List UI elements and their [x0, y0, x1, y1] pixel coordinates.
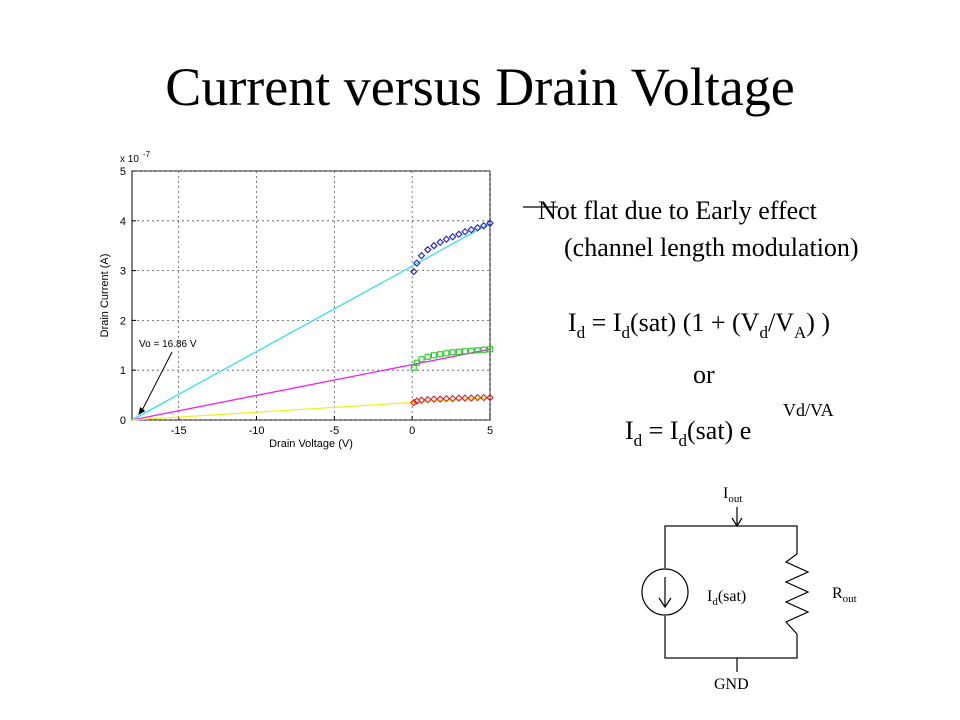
data-point: [436, 238, 444, 246]
gnd-label: GND: [714, 676, 749, 693]
data-point: [442, 235, 451, 244]
equation-linear: Id = Id(sat) (1 + (Vd/VA) ): [568, 308, 831, 342]
x-tick-label: 0: [409, 425, 415, 437]
y-tick-label: 2: [120, 315, 126, 327]
data-point: [467, 394, 476, 402]
data-point: [410, 364, 417, 371]
data-point: [479, 393, 488, 402]
resistor-rout: [784, 553, 810, 635]
data-point: [448, 232, 457, 241]
data-point: [461, 227, 469, 236]
data-point: [424, 353, 431, 360]
fit-line: [131, 396, 491, 421]
y-tick-label: 3: [120, 266, 126, 278]
y-tick-label: 5: [120, 166, 126, 178]
id-sat-label: Id(sat): [707, 588, 747, 608]
data-point: [480, 346, 487, 353]
data-point: [418, 356, 425, 363]
data-point: [462, 348, 469, 355]
data-point: [479, 222, 488, 230]
x-tick-label: -10: [249, 425, 265, 437]
data-point: [468, 347, 475, 354]
data-point: [448, 394, 457, 403]
vo-arrowhead: [138, 407, 146, 416]
data-point: [423, 395, 432, 404]
data-point: [443, 350, 450, 357]
current-source-symbol: [641, 568, 689, 616]
vo-arrow-line: [140, 351, 173, 413]
drain-current-chart: -15 -10 -5 0 5 0 1 2 3 4 5 Drain Voltage (V) Drain C…: [100, 150, 494, 450]
y-axis-label: Drain Current (A): [100, 254, 111, 338]
data-point: [409, 267, 418, 276]
r-out-label: Rout: [832, 585, 857, 605]
y-exponent-power: -7: [143, 150, 151, 159]
output-equivalent-circuit: [641, 507, 810, 672]
early-effect-note: Not flat due to Early effect: [538, 196, 817, 225]
data-point: [430, 395, 438, 403]
channel-length-note: (channel length modulation): [564, 233, 859, 262]
y-exponent-label: x 10: [120, 154, 139, 165]
data-point: [474, 347, 481, 354]
x-tick-label: 5: [487, 425, 493, 437]
data-point: [449, 349, 456, 356]
annotation-pointer-line: [523, 206, 558, 208]
data-point: [486, 219, 494, 228]
fit-line: [131, 348, 491, 421]
exponent-label: Vd/VA: [783, 400, 834, 420]
data-point: [423, 245, 432, 254]
data-point: [413, 259, 421, 267]
data-point: [417, 251, 426, 260]
or-label: or: [693, 360, 715, 389]
data-point: [409, 398, 418, 407]
data-point: [437, 351, 444, 358]
data-point: [455, 230, 463, 239]
data-point: [430, 241, 438, 250]
data-point: [473, 223, 482, 232]
i-out-label: Iout: [723, 485, 743, 505]
data-point: [461, 394, 469, 402]
data-point: [473, 393, 482, 402]
plot-area: [131, 170, 491, 421]
data-point: [486, 346, 494, 353]
data-point: [455, 394, 463, 402]
data-point: [455, 348, 462, 355]
x-tick-label: -15: [171, 425, 187, 437]
data-point: [417, 396, 426, 404]
y-tick-label: 0: [120, 415, 126, 427]
x-axis-label: Drain Voltage (V): [269, 438, 353, 450]
data-point: [413, 359, 420, 366]
x-tick-label: -5: [329, 425, 339, 437]
data-point: [430, 352, 438, 359]
fit-line: [131, 222, 491, 421]
equation-exponential: Id = Id(sat) e: [625, 416, 752, 450]
y-tick-label: 4: [120, 216, 126, 228]
data-point: [467, 225, 476, 234]
slide-title: Current versus Drain Voltage: [165, 57, 795, 117]
data-point: [436, 395, 444, 403]
data-point: [486, 393, 494, 402]
y-tick-label: 1: [120, 365, 126, 377]
vo-annotation: Vo = 16.86 V: [139, 339, 197, 350]
data-point: [442, 394, 451, 403]
